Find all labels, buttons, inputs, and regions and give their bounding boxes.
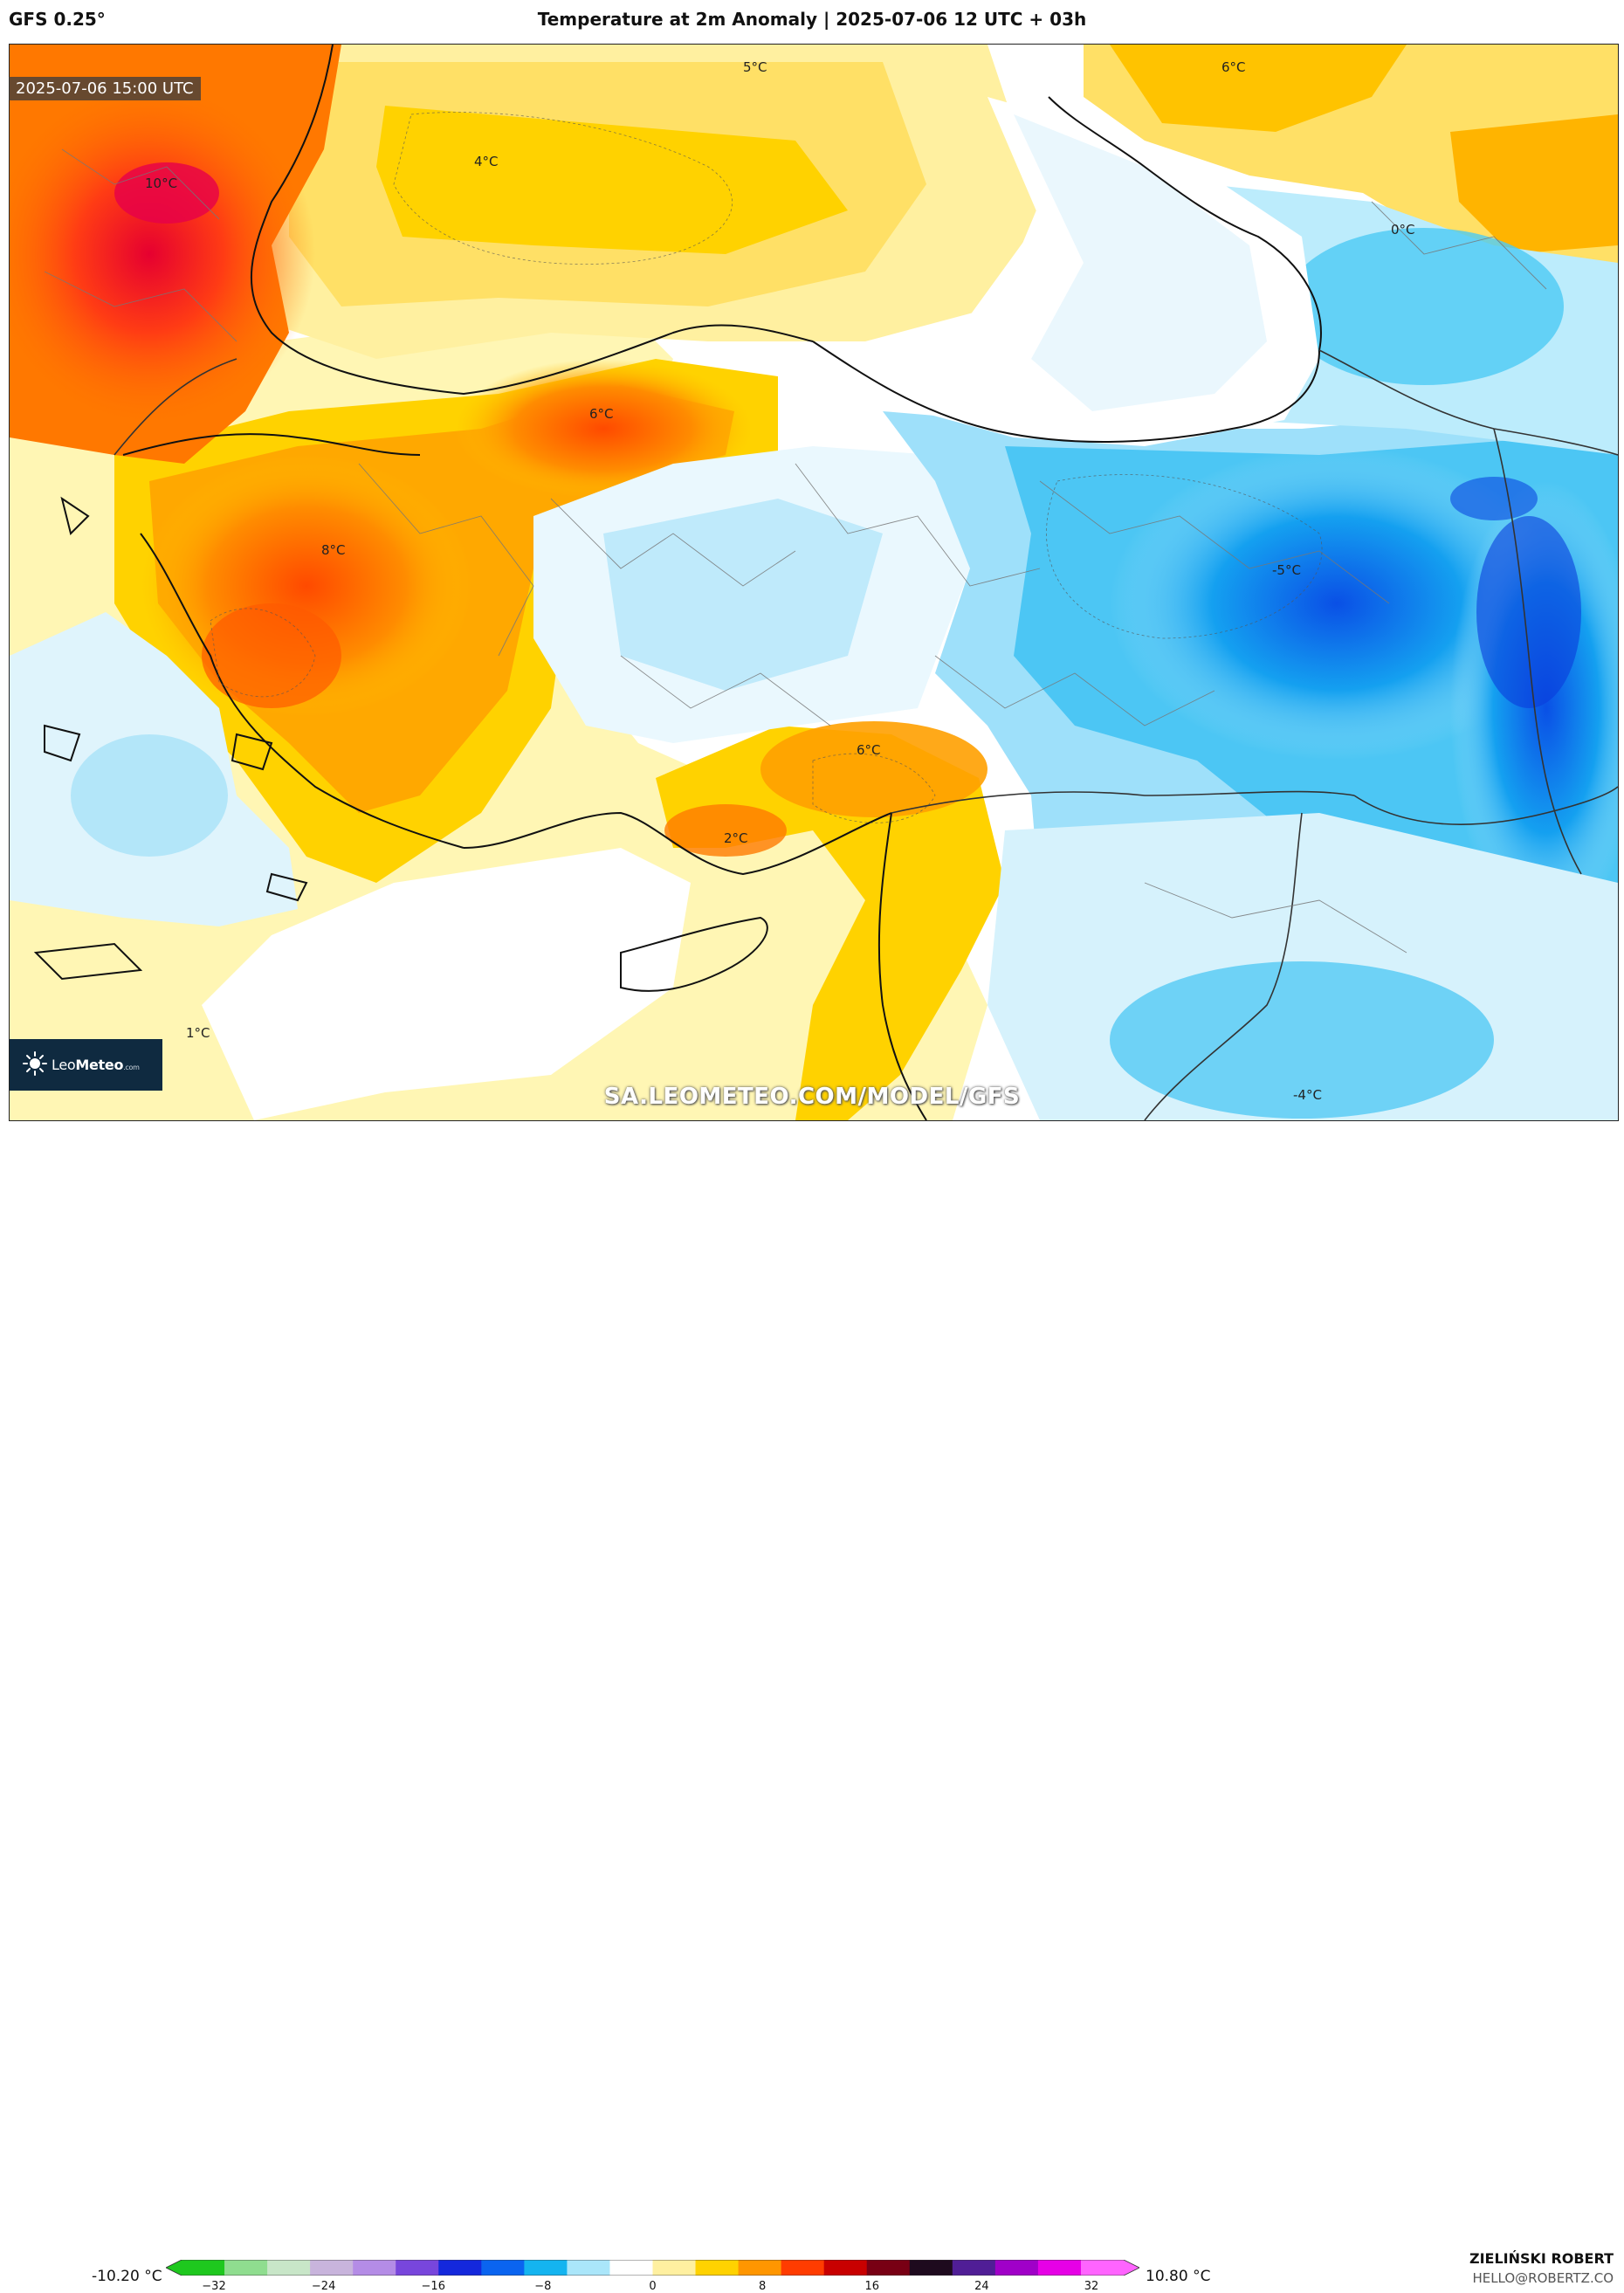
- coastlines: [33, 45, 1322, 1120]
- contour-label: 8°C: [321, 542, 346, 558]
- anomaly-contours: [210, 112, 1323, 823]
- colorbar-max-label: 10.80 °C: [1146, 2268, 1211, 2285]
- site-watermark: SA.LEOMETEO.COM/MODEL/GFS: [603, 1084, 1021, 1110]
- colorbar-swatch: [866, 2260, 911, 2276]
- contour-label: 5°C: [743, 59, 767, 75]
- model-name: GFS 0.25°: [9, 9, 106, 30]
- contour-label: 2°C: [724, 830, 748, 846]
- contour-label: 1°C: [186, 1025, 210, 1041]
- colorbar-swatch: [267, 2260, 311, 2276]
- map-canvas[interactable]: 10°C 4°C 5°C 6°C 0°C 6°C 8°C -5°C 6°C 2°…: [9, 44, 1619, 1121]
- colorbar-swatch: [695, 2260, 740, 2276]
- colorbar-tick-label: −16: [421, 2280, 445, 2293]
- colorbar-tick-label: −32: [202, 2280, 226, 2293]
- map-title: Temperature at 2m Anomaly | 2025-07-06 1…: [537, 9, 1087, 30]
- country-borders: [114, 349, 1618, 1120]
- colorbar-swatch: [823, 2260, 868, 2276]
- colorbar-tick-label: 32: [1084, 2280, 1099, 2293]
- colorbar-swatch: [353, 2260, 396, 2276]
- colorbar-swatch: [1080, 2260, 1125, 2276]
- author-email: HELLO@ROBERTZ.CO: [1472, 2270, 1614, 2286]
- colorbar-swatch: [524, 2260, 568, 2276]
- colorbar: [166, 2260, 1139, 2276]
- author-name: ZIELIŃSKI ROBERT: [1469, 2250, 1614, 2267]
- colorbar-tick-label: 24: [974, 2280, 989, 2293]
- colorbar-swatch: [994, 2260, 1039, 2276]
- colorbar-swatch: [952, 2260, 996, 2276]
- sun-icon: [22, 1050, 48, 1080]
- colorbar-arrow-low: [166, 2260, 182, 2276]
- contour-label: 0°C: [1391, 222, 1415, 238]
- leometeo-logo[interactable]: LeoMeteo.com: [10, 1039, 162, 1091]
- contour-label: 6°C: [589, 406, 614, 422]
- contour-label: 4°C: [474, 154, 499, 169]
- colorbar-swatch: [738, 2260, 782, 2276]
- province-lines: [44, 148, 1547, 954]
- colorbar-tick-label: −24: [311, 2280, 336, 2293]
- colorbar-swatch: [224, 2260, 268, 2276]
- contour-label: 6°C: [1221, 59, 1246, 75]
- colorbar-tick-label: 8: [758, 2280, 767, 2293]
- colorbar-swatch: [1037, 2260, 1082, 2276]
- colorbar-swatch: [438, 2260, 482, 2276]
- colorbar-swatch: [652, 2260, 697, 2276]
- contour-label: 10°C: [145, 176, 178, 191]
- colorbar-swatch: [781, 2260, 825, 2276]
- colorbar-min-label: -10.20 °C: [92, 2268, 162, 2285]
- colorbar-swatch: [182, 2260, 225, 2276]
- header: GFS 0.25° Temperature at 2m Anomaly | 20…: [0, 0, 1624, 44]
- colorbar-tick-label: −8: [534, 2280, 552, 2293]
- valid-time-badge: 2025-07-06 15:00 UTC: [9, 77, 201, 100]
- colorbar-tick-label: 0: [649, 2280, 657, 2293]
- contour-label: -4°C: [1293, 1087, 1322, 1103]
- colorbar-swatch: [310, 2260, 354, 2276]
- colorbar-swatch: [396, 2260, 439, 2276]
- colorbar-swatch: [481, 2260, 525, 2276]
- contour-label: -5°C: [1272, 562, 1301, 578]
- logo-wordmark: LeoMeteo.com: [52, 1057, 140, 1073]
- colorbar-arrow-high: [1124, 2260, 1139, 2276]
- anomaly-map: [10, 45, 1618, 1120]
- colorbar-swatch: [567, 2260, 611, 2276]
- contour-label: 6°C: [857, 742, 881, 758]
- colorbar-swatch: [609, 2260, 654, 2276]
- footer: -10.20 °C 10.80 °C −32 −24 −16 −8 0 8 16 24 32 Z…: [0, 1122, 1624, 2293]
- colorbar-swatch: [909, 2260, 953, 2276]
- colorbar-tick-label: 16: [864, 2280, 880, 2293]
